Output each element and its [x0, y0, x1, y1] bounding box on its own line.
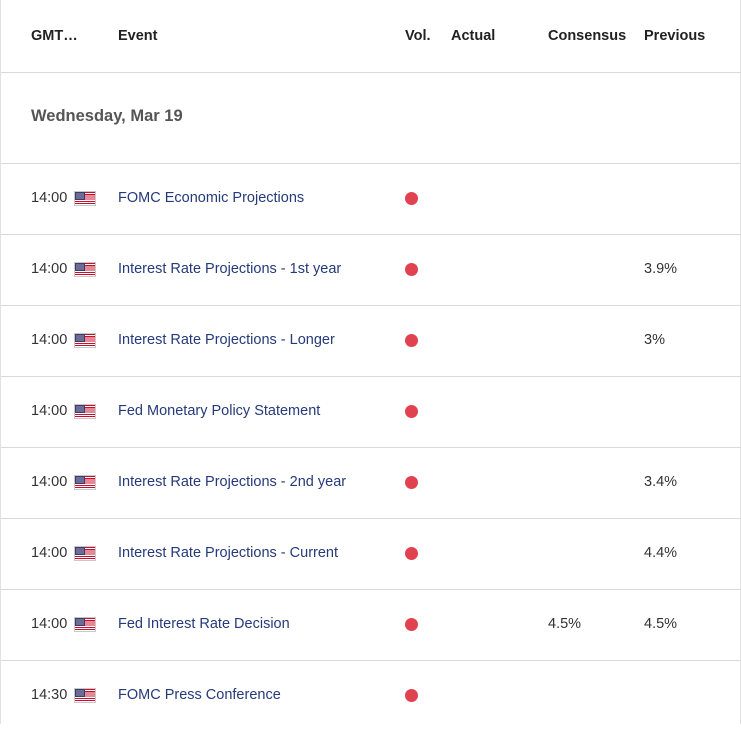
table-row[interactable]: 14:00 Interest Rate Projections - Current…	[1, 519, 740, 590]
flag-canton	[75, 689, 85, 697]
event-time: 14:00	[31, 545, 68, 561]
table-row[interactable]: 14:00 Fed Interest Rate Decision 4.5% 4.5%	[1, 590, 740, 661]
event-name-link[interactable]: Interest Rate Projections - 2nd year	[118, 474, 347, 490]
table-row[interactable]: 14:00 Interest Rate Projections - 2nd yea…	[1, 448, 740, 519]
event-name-link[interactable]: Fed Interest Rate Decision	[118, 616, 290, 632]
us-flag-icon	[74, 617, 96, 632]
volatility-high-icon	[405, 192, 418, 205]
flag-canton	[75, 192, 85, 200]
column-header-gmt[interactable]: GMT…	[31, 28, 78, 44]
event-name-link[interactable]: FOMC Press Conference	[118, 687, 281, 703]
volatility-high-icon	[405, 618, 418, 631]
us-flag-icon	[74, 404, 96, 419]
column-header-vol: Vol.	[405, 28, 431, 44]
column-header-event: Event	[118, 28, 158, 44]
table-row[interactable]: 14:00 Fed Monetary Policy Statement	[1, 377, 740, 448]
us-flag-icon	[74, 333, 96, 348]
flag-canton	[75, 476, 85, 484]
table-row[interactable]: 14:00 Interest Rate Projections - Longer 3…	[1, 306, 740, 377]
event-name-link[interactable]: FOMC Economic Projections	[118, 190, 305, 206]
flag-canton	[75, 547, 85, 555]
consensus-value: 4.5%	[548, 616, 582, 632]
volatility-high-icon	[405, 334, 418, 347]
event-time: 14:00	[31, 616, 68, 632]
column-header-previous: Previous	[644, 28, 706, 44]
volatility-high-icon	[405, 263, 418, 276]
event-name-link[interactable]: Fed Monetary Policy Statement	[118, 403, 321, 419]
column-header-consensus: Consensus	[548, 28, 627, 44]
flag-canton	[75, 618, 85, 626]
previous-value: 3.9%	[644, 261, 678, 277]
event-time: 14:30	[31, 687, 68, 703]
us-flag-icon	[74, 546, 96, 561]
previous-value: 4.4%	[644, 545, 678, 561]
event-time: 14:00	[31, 474, 68, 490]
us-flag-icon	[74, 475, 96, 490]
volatility-high-icon	[405, 689, 418, 702]
us-flag-icon	[74, 262, 96, 277]
flag-canton	[75, 263, 85, 271]
event-time: 14:00	[31, 190, 68, 206]
volatility-high-icon	[405, 547, 418, 560]
volatility-high-icon	[405, 476, 418, 489]
table-row[interactable]: 14:30 FOMC Press Conference	[1, 661, 740, 731]
column-header-actual: Actual	[451, 28, 496, 44]
event-time: 14:00	[31, 403, 68, 419]
previous-value: 3.4%	[644, 474, 678, 490]
table-row[interactable]: 14:00 FOMC Economic Projections	[1, 164, 740, 235]
flag-canton	[75, 405, 85, 413]
date-group-row: Wednesday, Mar 19	[1, 73, 740, 164]
us-flag-icon	[74, 688, 96, 703]
event-name-link[interactable]: Interest Rate Projections - 1st year	[118, 261, 342, 277]
volatility-high-icon	[405, 405, 418, 418]
table-header: GMT… Event Vol. Actual Consensus Previou…	[1, 0, 740, 73]
previous-value: 4.5%	[644, 616, 678, 632]
event-time: 14:00	[31, 332, 68, 348]
event-name-link[interactable]: Interest Rate Projections - Longer	[118, 332, 335, 348]
previous-value: 3%	[644, 332, 665, 348]
event-time: 14:00	[31, 261, 68, 277]
table-row[interactable]: 14:00 Interest Rate Projections - 1st yea…	[1, 235, 740, 306]
event-name-link[interactable]: Interest Rate Projections - Current	[118, 545, 339, 561]
us-flag-icon	[74, 191, 96, 206]
flag-canton	[75, 334, 85, 342]
date-group-label: Wednesday, Mar 19	[31, 107, 183, 125]
